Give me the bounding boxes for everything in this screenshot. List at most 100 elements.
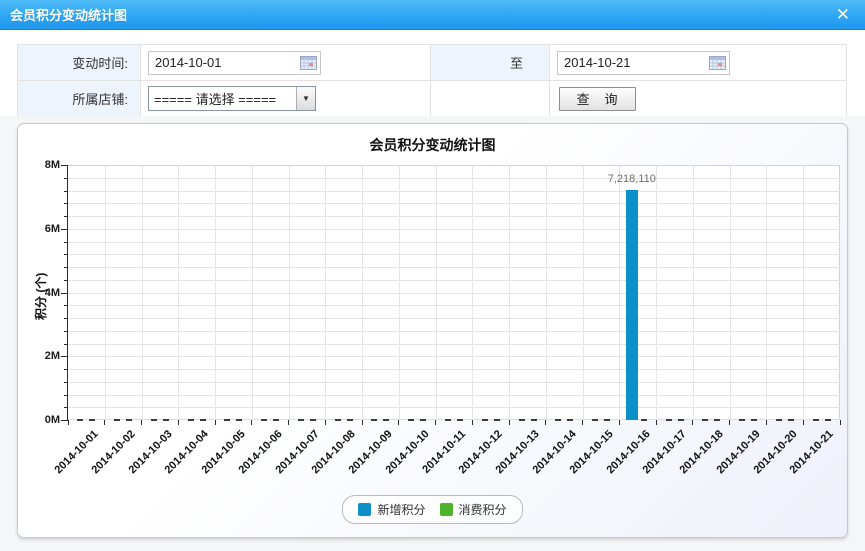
zero-bar-消费积分 [420,419,427,421]
zero-bar-新增积分 [297,419,304,421]
v-gridline [545,165,547,420]
chart-legend: 新增积分 消费积分 [18,495,847,524]
x-axis-tick [692,420,694,425]
close-icon[interactable]: ✕ [835,5,850,24]
v-gridline [656,165,658,420]
h-gridline [68,254,840,256]
zero-bar-消费积分 [604,419,611,421]
zero-bar-消费积分 [714,419,721,421]
v-gridline [251,165,253,420]
form-row-time: 变动时间: 至 [18,45,847,81]
x-axis-tick [655,420,657,425]
zero-bar-新增积分 [702,419,709,421]
zero-bar-新增积分 [334,419,341,421]
legend-label: 消费积分 [458,503,507,517]
y-tick-label: 0M [44,414,60,426]
v-gridline [288,165,290,420]
v-gridline [619,165,621,420]
zero-bar-消费积分 [567,419,574,421]
calendar-icon[interactable] [300,55,317,71]
x-axis-tick [104,420,106,425]
v-gridline [803,165,805,420]
zero-bar-消费积分 [383,419,390,421]
y-axis-tick [61,228,67,230]
x-axis-tick [839,420,841,425]
zero-bar-新增积分 [555,419,562,421]
zero-bar-消费积分 [162,419,169,421]
search-button[interactable]: 查 询 [559,86,636,111]
h-gridline [68,407,840,409]
y-axis-tick [64,343,67,345]
v-gridline [141,165,143,420]
bar-新增积分[interactable] [625,190,638,420]
zero-bar-新增积分 [77,419,84,421]
zero-bar-消费积分 [236,419,243,421]
y-axis-tick [61,420,67,421]
h-gridline [68,356,840,358]
y-axis-tick [64,241,67,243]
y-axis-tick [64,203,67,205]
y-axis-tick [64,369,67,370]
legend-swatch [439,503,453,516]
y-axis-tick [61,292,67,294]
dialog-content: 会员积分变动统计图 积分 (个) 0M 2M 4M 6M 8M 7,218,110 2014… [0,116,865,551]
chevron-down-icon[interactable]: ▼ [296,87,315,110]
zero-bar-新增积分 [812,419,819,421]
zero-bar-消费积分 [309,419,316,421]
v-gridline [729,165,731,420]
h-gridline [68,190,840,192]
y-axis-tick [64,279,67,281]
zero-bar-新增积分 [481,419,488,421]
x-axis-tick [288,420,290,425]
legend-box: 新增积分 消费积分 [342,495,523,524]
x-axis-tick [508,420,510,425]
zero-bar-消费积分 [677,419,684,421]
shop-label: 所属店铺: [18,81,141,117]
zero-bar-新增积分 [445,419,451,421]
x-axis-tick [361,420,363,425]
zero-bar-新增积分 [518,419,525,421]
h-gridline [68,292,840,294]
y-axis-tick [64,216,67,217]
shop-select[interactable]: ===== 请选择 ===== ▼ [148,86,316,111]
x-axis-tick [729,420,731,425]
zero-bar-消费积分 [89,419,96,421]
v-gridline [398,165,400,420]
chart-plot: 0M 2M 4M 6M 8M 7,218,110 2014-10-01 2014-10-02 2… [18,124,847,537]
h-gridline [68,241,840,243]
zero-bar-消费积分 [273,419,280,421]
v-gridline [178,165,180,420]
calendar-icon[interactable] [709,55,726,71]
date-to-input[interactable] [558,55,709,70]
x-axis-tick [214,420,216,425]
x-axis-tick [582,420,584,425]
zero-bar-消费积分 [199,419,206,421]
v-gridline [362,165,364,420]
h-gridline [68,279,840,281]
y-axis-tick [64,407,67,409]
x-axis-tick [398,420,400,425]
zero-bar-消费积分 [126,419,133,421]
date-to-input-wrap [557,50,730,75]
h-gridline [68,228,840,230]
zero-bar-新增积分 [261,419,268,421]
y-axis-line [67,165,68,421]
y-axis-tick [64,305,67,307]
date-from-input[interactable] [149,55,300,70]
legend-item[interactable]: 新增积分 [358,501,426,518]
zero-bar-新增积分 [224,419,231,421]
h-gridline [68,177,840,179]
x-axis-tick [67,420,69,425]
h-gridline [68,203,840,205]
shop-select-cell: ===== 请选择 ===== ▼ [141,81,431,117]
y-axis-tick [61,356,67,358]
chart-title: 会员积分变动统计图 [369,137,496,153]
x-axis-tick [765,420,767,425]
chart-panel: 会员积分变动统计图 积分 (个) 0M 2M 4M 6M 8M 7,218,110 2014… [17,123,848,538]
h-gridline [68,343,840,345]
v-gridline [215,165,217,420]
form-row-shop: 所属店铺: ===== 请选择 ===== ▼ 查 询 [18,81,847,117]
x-axis-tick [618,420,620,425]
dialog-title: 会员积分变动统计图 [10,8,128,23]
legend-item[interactable]: 消费积分 [439,501,507,518]
